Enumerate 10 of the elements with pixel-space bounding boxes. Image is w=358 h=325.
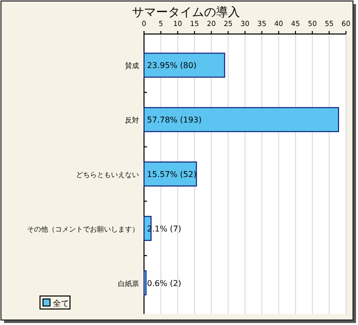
chart-title: サマータイムの導入 xyxy=(132,5,240,19)
bar xyxy=(144,162,197,186)
bar xyxy=(144,270,147,296)
data-label: 57.78% (193) xyxy=(147,116,202,125)
bar xyxy=(144,107,340,132)
bar xyxy=(144,52,226,78)
legend-label: 全て xyxy=(53,299,69,308)
data-label: 0.6% (2) xyxy=(147,278,182,288)
data-label: 23.95% (80) xyxy=(147,61,196,70)
data-label: 15.57% (52) xyxy=(147,170,196,179)
